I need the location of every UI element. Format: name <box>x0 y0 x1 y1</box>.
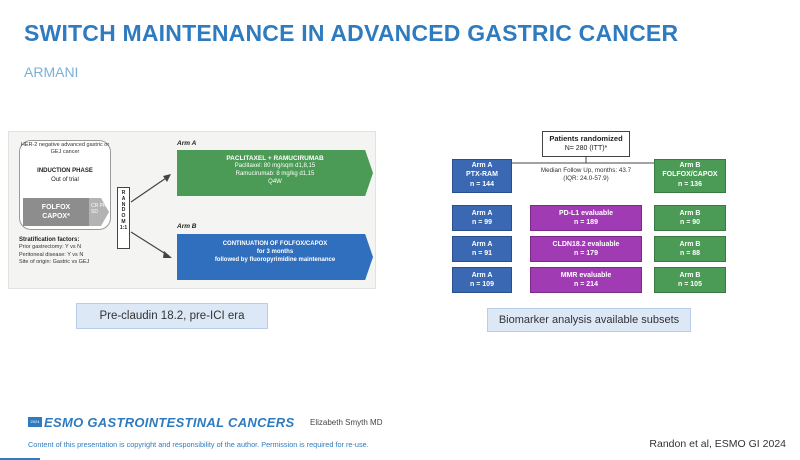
arm-b-heading: CONTINUATION OF FOLFOX/CAPOX <box>222 241 328 247</box>
slide-title: SWITCH MAINTENANCE IN ADVANCED GASTRIC C… <box>24 20 679 46</box>
arm-a-subset-label: Arm A <box>471 241 493 248</box>
biomarker-cldn182-box: CLDN18.2 evaluable n = 179 <box>530 236 642 262</box>
arrow-to-arm-b <box>130 231 170 257</box>
random-letter: R <box>121 190 126 196</box>
induction-regimen-1: FOLFOX <box>41 204 71 211</box>
arm-a-total-n: n = 144 <box>470 180 494 188</box>
arm-a-subset-n: n = 91 <box>471 250 493 258</box>
biomarker-n: n = 189 <box>574 219 598 227</box>
arm-b-line: followed by fluoropyrimidine maintenance <box>214 257 336 264</box>
random-letter: A <box>121 195 126 202</box>
stratification-item: Prior gastrectomy: Y vs N <box>19 244 82 251</box>
stratification-item: Peritoneal disease: Y vs N <box>19 251 84 258</box>
induction-regimen-box: FOLFOX CAPOX* <box>23 198 89 226</box>
biomarker-mmr-box: MMR evaluable n = 214 <box>530 267 642 293</box>
arm-a-subset-label: Arm A <box>471 210 493 217</box>
biomarker-label: MMR evaluable <box>560 272 612 279</box>
response-arrow: CR PR SD <box>89 198 109 226</box>
trial-schema-figure: HER-2 negative advanced gastric or GEJ c… <box>8 131 376 289</box>
arm-b-line: for 3 months <box>256 249 294 256</box>
stratification-factors: Stratification factors: Prior gastrectom… <box>19 236 119 267</box>
arm-b-subset-box: Arm B n = 105 <box>654 267 726 293</box>
median-follow-up: Median Follow Up, months: 43.7 (IQR: 24.… <box>540 167 632 183</box>
presenter-name: Elizabeth Smyth MD <box>310 418 383 427</box>
arm-b-subset-n: n = 88 <box>679 250 701 258</box>
induction-title: INDUCTION PHASE <box>37 168 93 174</box>
arrowhead-arm-b <box>163 251 172 258</box>
induction-regimen-2: CAPOX* <box>42 213 70 221</box>
arm-a-subset-label: Arm A <box>471 272 493 279</box>
arrowhead-arm-a <box>163 174 171 182</box>
arm-a-subset-n: n = 99 <box>471 219 493 227</box>
biomarker-n: n = 214 <box>574 281 598 289</box>
arm-b-subset-box: Arm B n = 90 <box>654 205 726 231</box>
copyright-notice: Content of this presentation is copyrigh… <box>28 440 369 449</box>
arm-b-subset-label: Arm B <box>679 241 701 248</box>
arm-b-total-box: Arm B FOLFOX/CAPOX n = 136 <box>654 159 726 193</box>
patients-randomized-n: N= 280 (ITT)* <box>564 145 608 153</box>
arm-a-label: Arm A <box>177 140 197 147</box>
logo-text: ESMO GASTROINTESTINAL CANCERS <box>44 414 295 430</box>
random-letter: O <box>121 213 126 219</box>
arm-a-treatment: PACLITAXEL + RAMUCIRUMAB Paclitaxel: 80 … <box>177 150 373 196</box>
biomarker-flow-figure: Patients randomized N= 280 (ITT)* Arm A … <box>440 125 740 300</box>
stratification-item: Site of origin: Gastric vs GEJ <box>19 259 90 266</box>
biomarker-label: PD-L1 evaluable <box>558 210 614 217</box>
random-ratio: 1:1 <box>119 224 128 231</box>
patients-randomized-title: Patients randomized <box>549 134 623 143</box>
random-letter: D <box>121 207 126 214</box>
arm-b-subset-box: Arm B n = 88 <box>654 236 726 262</box>
arm-b-subset-n: n = 90 <box>679 219 701 227</box>
arm-a-subset-box: Arm A n = 91 <box>452 236 512 262</box>
random-letter: N <box>121 201 126 208</box>
biomarker-pdl1-box: PD-L1 evaluable n = 189 <box>530 205 642 231</box>
randomization-box: R A N D O M 1:1 <box>117 187 130 249</box>
arm-a-total-box: Arm A PTX-RAM n = 144 <box>452 159 512 193</box>
slide-subtitle: ARMANI <box>24 64 79 80</box>
arm-a-line: Q4W <box>268 179 282 186</box>
biomarker-label: CLDN18.2 evaluable <box>552 241 620 248</box>
arm-a-subset-box: Arm A n = 109 <box>452 267 512 293</box>
schema-arrows <box>130 174 172 258</box>
logo-badge: 2024 <box>28 417 42 427</box>
citation: Randon et al, ESMO GI 2024 <box>649 438 786 450</box>
arm-b-treatment: CONTINUATION OF FOLFOX/CAPOX for 3 month… <box>177 234 373 280</box>
arm-b-label: Arm B <box>177 223 197 230</box>
arm-a-subset-box: Arm A n = 99 <box>452 205 512 231</box>
arm-b-subset-label: Arm B <box>679 272 701 279</box>
patients-randomized-box: Patients randomized N= 280 (ITT)* <box>542 131 630 157</box>
arm-a-total-regimen: PTX-RAM <box>466 171 498 179</box>
induction-note: Out of trial <box>51 177 79 183</box>
biomarker-n: n = 179 <box>574 250 598 258</box>
stratification-title: Stratification factors: <box>19 237 80 243</box>
bottom-accent-rule <box>0 458 40 460</box>
arm-a-total-label: Arm A <box>471 162 493 169</box>
population-text: HER-2 negative advanced gastric or GEJ c… <box>20 142 110 155</box>
arm-a-heading: PACLITAXEL + RAMUCIRUMAB <box>226 155 324 162</box>
congress-logo: 2024 ESMO GASTROINTESTINAL CANCERS <box>28 414 295 430</box>
arm-b-total-regimen: FOLFOX/CAPOX <box>662 171 718 179</box>
arm-a-line: Ramucirumab: 8 mg/kg d1,15 <box>235 171 315 178</box>
left-caption: Pre-claudin 18.2, pre-ICI era <box>76 303 268 329</box>
right-caption: Biomarker analysis available subsets <box>487 308 691 332</box>
arm-a-line: Paclitaxel: 80 mg/sqm d1,8,15 <box>234 163 316 170</box>
arrow-to-arm-a <box>130 175 170 203</box>
random-letter: M <box>121 218 126 225</box>
arm-b-total-n: n = 136 <box>678 180 702 188</box>
arm-b-subset-n: n = 105 <box>678 281 702 289</box>
arm-b-total-label: Arm B <box>679 162 701 169</box>
arm-b-subset-label: Arm B <box>679 210 701 217</box>
arm-a-subset-n: n = 109 <box>470 281 494 289</box>
